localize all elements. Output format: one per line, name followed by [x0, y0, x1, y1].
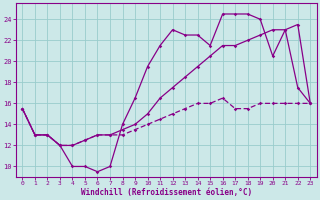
- X-axis label: Windchill (Refroidissement éolien,°C): Windchill (Refroidissement éolien,°C): [81, 188, 252, 197]
